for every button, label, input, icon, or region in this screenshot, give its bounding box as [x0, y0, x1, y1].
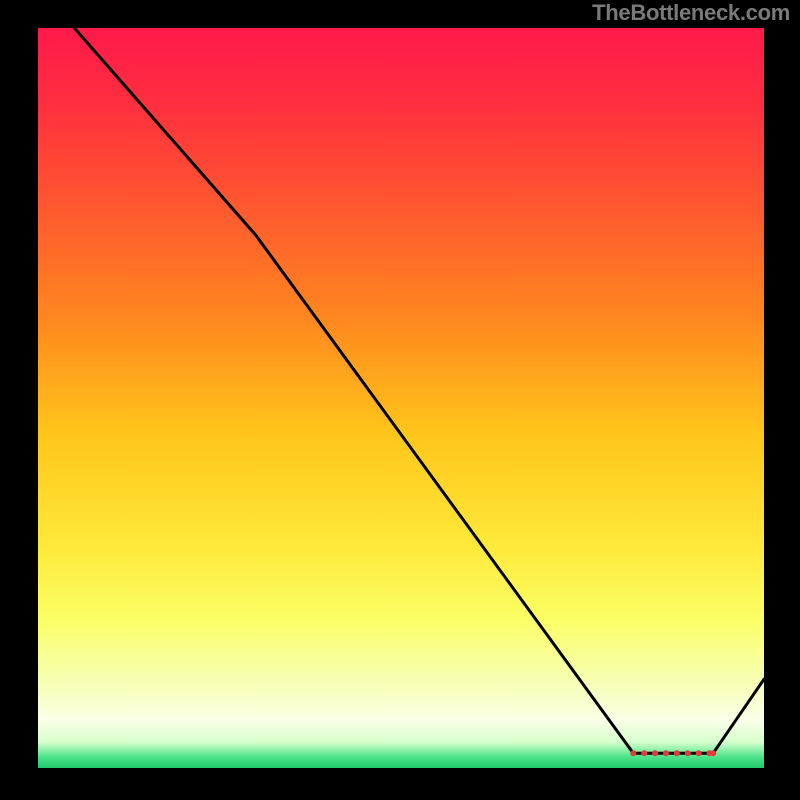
watermark-text: TheBottleneck.com: [592, 0, 790, 26]
data-line: [74, 28, 764, 753]
marker-point: [710, 750, 716, 756]
marker-point: [674, 750, 680, 756]
chart-overlay: [38, 28, 764, 768]
marker-point: [630, 750, 636, 756]
chart-frame: TheBottleneck.com: [0, 0, 800, 800]
marker-point: [652, 750, 658, 756]
marker-point: [685, 750, 691, 756]
marker-point: [663, 750, 669, 756]
plot-area: [38, 28, 764, 768]
marker-point: [641, 750, 647, 756]
marker-point: [696, 750, 702, 756]
